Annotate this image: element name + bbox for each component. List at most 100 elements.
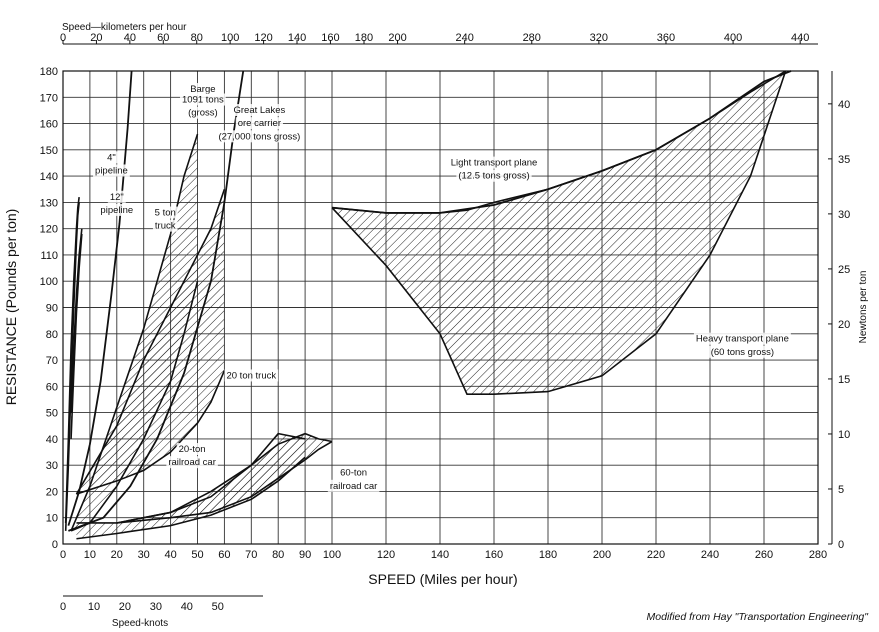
annotation-text: Barge <box>190 84 215 95</box>
top-tick-label: 400 <box>724 32 742 44</box>
annotation-text: (60 tons gross) <box>711 347 774 358</box>
series-line <box>67 70 133 526</box>
x-tick-label: 60 <box>218 549 230 561</box>
credit-text: Modified from Hay "Transportation Engine… <box>647 611 870 623</box>
y-tick-label: 170 <box>40 92 58 104</box>
annotation-text: 12" <box>110 192 124 203</box>
y-tick-label: 120 <box>40 224 58 236</box>
x-tick-label: 30 <box>138 549 150 561</box>
annotation-text: Light transport plane <box>451 158 538 169</box>
x-tick-label: 0 <box>60 549 66 561</box>
x-tick-label: 200 <box>593 549 611 561</box>
y-tick-label: 30 <box>46 460 58 472</box>
right-tick-label: 10 <box>838 429 850 441</box>
right-tick-label: 15 <box>838 374 850 386</box>
annotation-bg <box>180 93 226 106</box>
knots-axis-title: Speed-knots <box>112 618 168 629</box>
y-axis-title: RESISTANCE (Pounds per ton) <box>3 209 19 406</box>
right-tick-label: 40 <box>838 99 850 111</box>
data-lines <box>64 70 792 540</box>
x-tick-label: 280 <box>809 549 827 561</box>
series-lower-line <box>70 233 83 439</box>
series-area <box>116 433 332 523</box>
x-tick-label: 10 <box>84 549 96 561</box>
right-tick-label: 5 <box>838 484 844 496</box>
annotation-text: 4" <box>107 152 116 163</box>
right-tick-label: 0 <box>838 539 844 551</box>
annotation-text: (27,000 tons gross) <box>218 131 300 142</box>
x-tick-label: 160 <box>485 549 503 561</box>
annotation-bg <box>98 203 136 216</box>
x-axis-title: SPEED (Miles per hour) <box>368 571 517 587</box>
annotation-bg <box>188 83 218 96</box>
annotation-bg <box>693 332 791 345</box>
y-tick-label: 60 <box>46 381 58 393</box>
series-lower-line <box>64 202 80 531</box>
axes: 0 10 20 30 40 50 60 70 80 90 100 120 140 160 180 200 220… <box>3 22 869 629</box>
knots-tick-label: 0 <box>60 601 66 613</box>
series-line <box>68 70 245 532</box>
annotation-bg <box>176 443 208 456</box>
top-tick-label: 240 <box>455 32 473 44</box>
y-tick-label: 150 <box>40 145 58 157</box>
y-tick-label: 90 <box>46 303 58 315</box>
knots-tick-label: 20 <box>119 601 131 613</box>
x-tick-label: 90 <box>299 549 311 561</box>
annotation-text: 60-ton <box>340 468 367 479</box>
annotation-bg <box>105 151 118 164</box>
y-tick-label: 100 <box>40 276 58 288</box>
top-tick-label: 80 <box>191 32 203 44</box>
series-upper-line <box>64 197 80 524</box>
annotation-bg <box>708 345 777 358</box>
annotation-bg <box>231 104 288 117</box>
y-tick-label: 0 <box>52 539 58 551</box>
annotation-bg <box>152 219 178 232</box>
top-tick-label: 120 <box>254 32 272 44</box>
y-tick-label: 180 <box>40 66 58 78</box>
annotation-text: (gross) <box>188 108 218 119</box>
annotation-text: 20 ton truck <box>226 370 276 381</box>
annotation-text: Heavy transport plane <box>696 334 789 345</box>
annotation-text: pipeline <box>100 205 133 216</box>
top-tick-label: 0 <box>60 32 66 44</box>
series-upper-line <box>116 432 333 524</box>
series-lower-line <box>76 370 226 495</box>
annotation-bg <box>338 466 370 479</box>
x-tick-label: 100 <box>323 549 341 561</box>
annotation-text: 1091 tons <box>182 95 224 106</box>
x-tick-label: 120 <box>377 549 395 561</box>
annotation-bg <box>93 164 130 177</box>
series-upper-line <box>70 228 83 413</box>
annotation-bg <box>456 169 532 182</box>
x-tick-label: 40 <box>164 549 176 561</box>
annotation-text: 20-ton <box>179 444 206 455</box>
top-tick-label: 200 <box>388 32 406 44</box>
annotation-bg <box>235 117 284 130</box>
y-tick-label: 140 <box>40 171 58 183</box>
x-tick-label: 260 <box>755 549 773 561</box>
x-tick-label: 70 <box>245 549 257 561</box>
right-tick-label: 25 <box>838 264 850 276</box>
data-areas <box>65 71 786 539</box>
x-tick-label: 240 <box>701 549 719 561</box>
top-tick-label: 60 <box>157 32 169 44</box>
top-tick-label: 180 <box>355 32 373 44</box>
top-tick-label: 40 <box>124 32 136 44</box>
annotation-text: railroad car <box>168 457 216 468</box>
series-area <box>332 71 786 395</box>
y-tick-label: 110 <box>40 250 58 262</box>
right-axis-title: Newtons per ton <box>858 271 869 344</box>
y-tick-label: 80 <box>46 329 58 341</box>
top-tick-label: 440 <box>791 32 809 44</box>
x-tick-label: 180 <box>539 549 557 561</box>
annotation-text: railroad car <box>330 481 378 492</box>
right-tick-label: 20 <box>838 319 850 331</box>
annotation-bg <box>448 156 540 169</box>
series-upper-line <box>331 70 787 214</box>
top-tick-label: 360 <box>657 32 675 44</box>
x-tick-label: 20 <box>111 549 123 561</box>
plot-frame <box>62 70 819 545</box>
series-upper-line <box>75 188 226 495</box>
